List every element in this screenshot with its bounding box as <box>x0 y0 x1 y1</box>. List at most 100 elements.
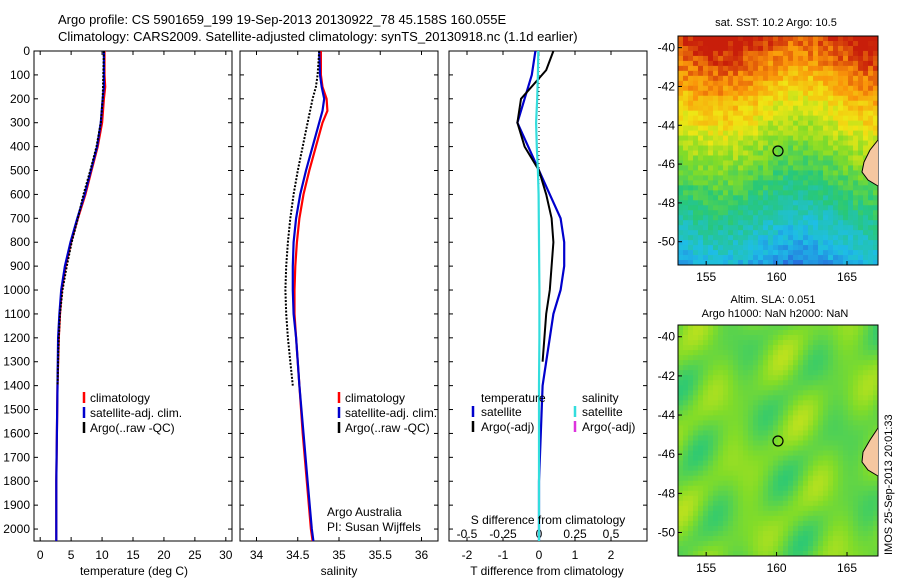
figure-title-line2: Climatology: CARS2009. Satellite-adjuste… <box>58 29 578 44</box>
sst-map-cell <box>773 180 779 186</box>
sla-map-cell <box>783 370 789 376</box>
sst-map-cell <box>863 75 869 82</box>
sst-map-cell <box>728 100 734 107</box>
sst-map-cell <box>813 140 819 146</box>
sst-map-cell <box>798 210 804 216</box>
sla-map-cell <box>863 520 869 527</box>
sla-map-cell <box>793 385 799 391</box>
sla-map-cell <box>678 435 684 441</box>
sla-map-ytick-label: -42 <box>658 369 676 383</box>
sst-map-cell <box>803 250 809 256</box>
sst-map-cell <box>773 235 779 241</box>
sla-map-cell <box>703 365 709 371</box>
sla-map-cell <box>693 385 699 391</box>
sla-map-cell <box>853 370 859 376</box>
sst-map-ytick-label: -50 <box>658 235 676 249</box>
sst-map-cell <box>803 180 809 186</box>
sla-map-cell <box>768 475 774 482</box>
sla-map-cell <box>778 485 784 492</box>
sst-map-cell <box>783 105 789 112</box>
sst-map-cell <box>873 200 879 206</box>
sla-map-cell <box>713 380 719 386</box>
sst-map-cell <box>848 140 854 146</box>
sla-map-cell <box>818 355 824 361</box>
sla-map-cell <box>708 545 714 552</box>
sst-map-cell <box>758 55 764 62</box>
sst-map-cell <box>863 240 869 246</box>
sla-map-cell <box>753 450 759 456</box>
sst-map-cell <box>698 255 704 261</box>
sst-map-cell <box>713 110 719 117</box>
sla-map-cell <box>723 395 729 401</box>
sst-map-cell <box>828 50 834 57</box>
sst-map-cell <box>678 90 684 97</box>
sst-map-cell <box>698 190 704 196</box>
sla-map-cell <box>773 465 779 472</box>
sst-map-cell <box>773 140 779 146</box>
sla-map-cell <box>738 490 744 497</box>
sst-map-cell <box>743 85 749 92</box>
sst-map-cell <box>843 175 849 181</box>
sla-map-cell <box>763 450 769 456</box>
sst-map-cell <box>723 210 729 216</box>
sla-map-cell <box>873 330 879 336</box>
sst-map-cell <box>798 200 804 206</box>
sst-map-cell <box>803 40 809 47</box>
sst-map-cell <box>743 185 749 191</box>
sla-map-cell <box>803 365 809 371</box>
sla-map-cell <box>678 400 684 406</box>
sla-map-cell <box>718 415 724 421</box>
sla-map-cell <box>768 380 774 386</box>
sst-map-cell <box>793 180 799 186</box>
sst-map-cell <box>753 100 759 107</box>
sst-map-cell <box>733 65 739 72</box>
sst-map-cell <box>678 125 684 131</box>
sla-map-cell <box>788 330 794 336</box>
sla-map-cell <box>693 505 699 512</box>
sla-map-cell <box>833 505 839 512</box>
sst-map-cell <box>833 50 839 57</box>
sla-map-cell <box>858 530 864 537</box>
sla-map-cell <box>678 415 684 421</box>
sst-map-cell <box>763 235 769 241</box>
sst-map-cell <box>828 235 834 241</box>
sst-map-cell <box>803 75 809 82</box>
sla-map-cell <box>718 540 724 547</box>
sla-map-cell <box>823 430 829 436</box>
sst-map-cell <box>723 105 729 112</box>
sla-map-cell <box>798 515 804 522</box>
sla-map-cell <box>748 470 754 477</box>
sla-map-cell <box>858 450 864 456</box>
sst-map-cell <box>713 80 719 87</box>
sla-map-cell <box>738 475 744 482</box>
sst-map-cell <box>793 130 799 136</box>
sla-map-cell <box>748 440 754 446</box>
sst-map-cell <box>873 80 879 87</box>
sst-map-cell <box>748 50 754 57</box>
sla-map-cell <box>868 525 874 532</box>
sst-map-cell <box>793 255 799 261</box>
sst-map-cell <box>753 135 759 141</box>
sst-map-cell <box>748 260 754 266</box>
sst-map-cell <box>708 90 714 97</box>
sla-map-cell <box>748 425 754 431</box>
sst-map-cell <box>743 205 749 211</box>
sla-map-cell <box>808 345 814 351</box>
sla-map-cell <box>808 440 814 446</box>
sst-map-cell <box>838 180 844 186</box>
sst-map-cell <box>818 100 824 107</box>
sla-map-cell <box>753 420 759 426</box>
sst-map-cell <box>733 50 739 57</box>
sst-map-cell <box>743 165 749 171</box>
sla-map-cell <box>753 370 759 376</box>
sla-map-cell <box>783 515 789 522</box>
sla-map-cell <box>863 500 869 507</box>
sla-map-cell <box>698 325 704 331</box>
sla-map-cell <box>833 360 839 366</box>
sla-map-cell <box>793 525 799 532</box>
sst-map-cell <box>848 260 854 266</box>
sst-map-cell <box>783 110 789 117</box>
sla-map-cell <box>843 505 849 512</box>
sla-map-cell <box>813 425 819 431</box>
sst-map-cell <box>858 105 864 112</box>
